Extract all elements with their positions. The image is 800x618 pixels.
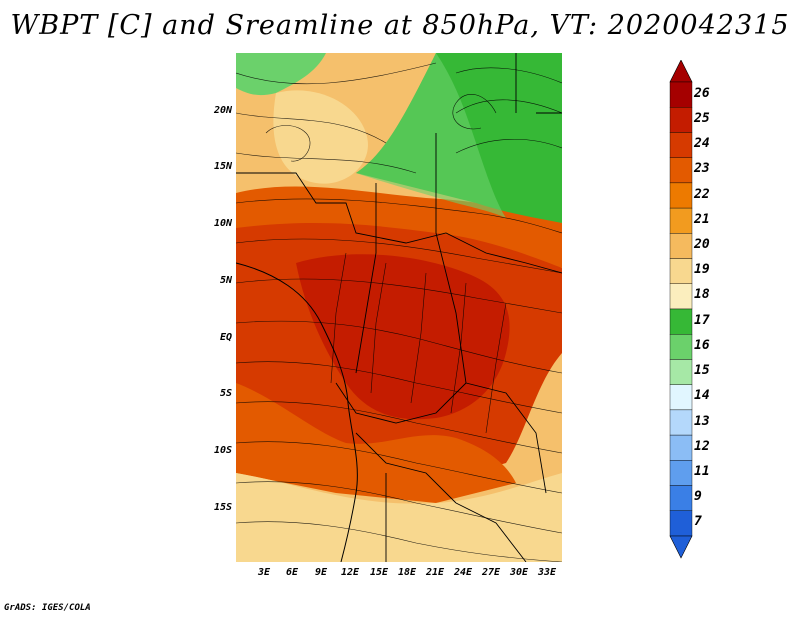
colorbar-label: 24: [694, 136, 710, 152]
colorbar-label: 17: [694, 312, 710, 328]
x-tick-label: 30E: [509, 567, 529, 578]
colorbar-segment: [669, 434, 693, 461]
colorbar: [660, 59, 720, 560]
colorbar-label: 22: [694, 186, 710, 202]
colorbar-segment: [669, 334, 693, 360]
colorbar-segment: [669, 233, 693, 259]
y-tick-label: 5N: [219, 275, 232, 286]
light-green-region: [356, 53, 506, 218]
colorbar-top-arrow: [669, 59, 693, 83]
x-tick-label: 33E: [537, 567, 557, 578]
colorbar-label: 26: [694, 85, 710, 101]
colorbar-label: 11: [694, 463, 710, 479]
colorbar-label: 23: [694, 161, 710, 177]
colorbar-segment: [669, 207, 693, 234]
colorbar-label: 25: [694, 110, 710, 126]
south-warm-region: [236, 383, 516, 503]
colorbar-label: 7: [694, 514, 702, 530]
colorbar-label: 9: [694, 489, 702, 505]
y-tick-label: EQ: [219, 332, 232, 343]
wbpt-streamline-map: [236, 53, 562, 562]
colorbar-segment: [669, 258, 693, 284]
colorbar-label: 16: [694, 337, 710, 353]
streamlines: [236, 62, 562, 562]
country-borders: [236, 53, 562, 562]
x-tick-label: 15E: [369, 567, 389, 578]
colorbar-label: 14: [694, 388, 710, 404]
x-tick-label: 3E: [257, 567, 271, 578]
x-tick-label: 18E: [397, 567, 417, 578]
colorbar-label: 21: [694, 211, 710, 227]
x-tick-label: 6E: [285, 567, 299, 578]
y-tick-label: 15S: [213, 502, 232, 513]
colorbar-segment: [669, 107, 693, 133]
footer-credit: GrADS: IGES/COLA: [4, 603, 91, 613]
colorbar-bottom-arrow: [669, 535, 693, 559]
x-tick-label: 24E: [453, 567, 473, 578]
colorbar-label: 20: [694, 236, 710, 252]
south-cool-region: [236, 473, 562, 562]
colorbar-segment: [669, 283, 693, 310]
colorbar-segment: [669, 132, 693, 158]
colorbar-segment: [669, 384, 693, 411]
colorbar-segment: [669, 485, 693, 511]
northwest-green-region: [236, 53, 326, 96]
x-tick-label: 27E: [481, 567, 501, 578]
colorbar-label: 19: [694, 262, 710, 278]
coastline: [236, 262, 358, 562]
colorbar-label: 13: [694, 413, 710, 429]
y-tick-label: 10S: [213, 445, 232, 456]
x-tick-label: 21E: [425, 567, 445, 578]
x-tick-label: 9E: [314, 567, 328, 578]
colorbar-segment: [669, 182, 693, 209]
colorbar-label: 18: [694, 287, 710, 303]
colorbar-segment: [669, 510, 693, 537]
y-tick-label: 10N: [213, 218, 232, 229]
chart-title: WBPT [C] and Sreamline at 850hPa, VT: 20…: [10, 10, 790, 41]
colorbar-segment: [669, 157, 693, 184]
y-tick-label: 20N: [213, 105, 232, 116]
colorbar-segment: [669, 308, 693, 335]
colorbar-label: 15: [694, 363, 710, 379]
colorbar-segment: [669, 81, 693, 108]
colorbar-segment: [669, 460, 693, 486]
colorbar-segment: [669, 359, 693, 385]
y-tick-label: 5S: [219, 388, 232, 399]
colorbar-label: 12: [694, 438, 710, 454]
colorbar-segment: [669, 409, 693, 436]
x-tick-label: 12E: [340, 567, 360, 578]
y-tick-label: 15N: [213, 161, 232, 172]
